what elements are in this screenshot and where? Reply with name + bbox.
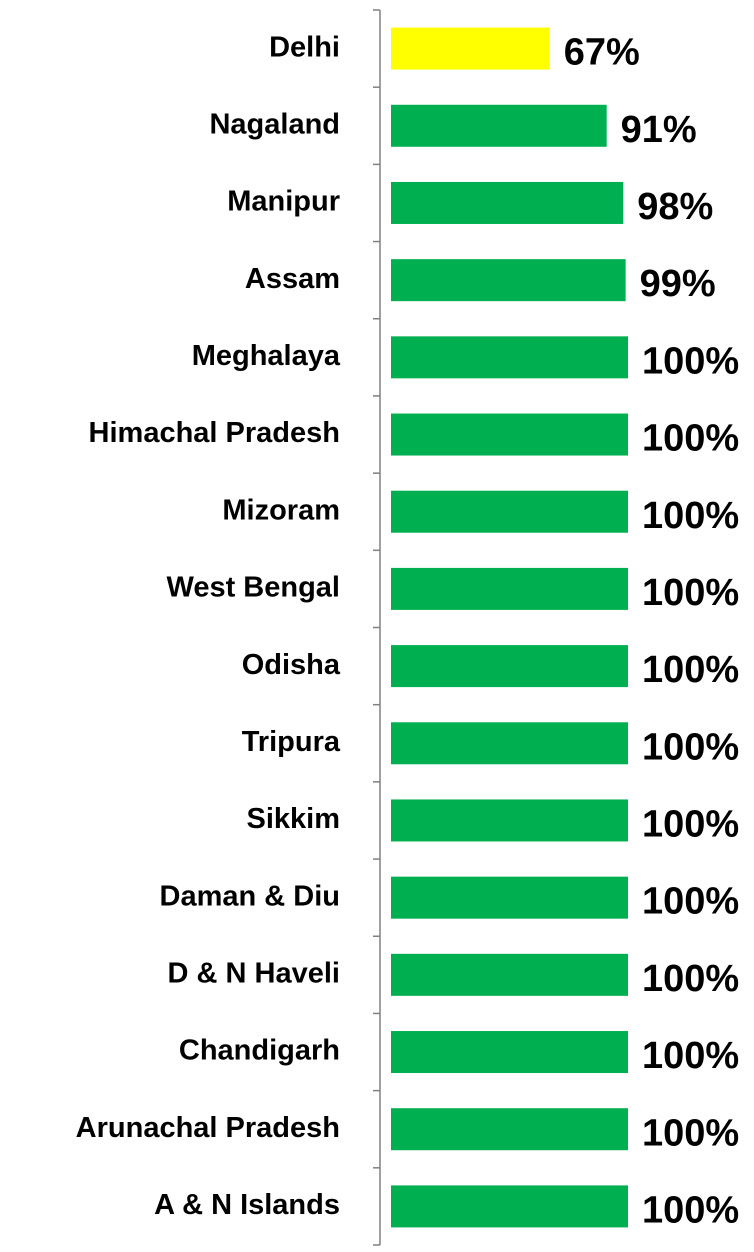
value-label: 100% — [642, 1035, 739, 1077]
bar — [391, 336, 628, 379]
bar — [391, 27, 550, 70]
value-label: 100% — [642, 572, 739, 614]
category-label: Assam — [245, 263, 340, 295]
value-label: 100% — [642, 649, 739, 691]
value-label: 100% — [642, 1189, 739, 1231]
bar — [391, 1031, 628, 1074]
bar — [391, 645, 628, 688]
category-label: D & N Haveli — [168, 958, 340, 990]
bar — [391, 876, 628, 919]
bar — [391, 413, 628, 456]
bar — [391, 1108, 628, 1151]
bar — [391, 181, 624, 224]
bar — [391, 567, 628, 610]
category-label: Manipur — [227, 186, 340, 218]
value-label: 98% — [637, 186, 713, 228]
bar — [391, 104, 607, 147]
value-label: 91% — [621, 109, 697, 151]
category-label: Chandigarh — [179, 1035, 340, 1067]
category-label: Delhi — [269, 31, 340, 63]
category-label: Mizoram — [222, 494, 340, 526]
category-label: Sikkim — [247, 803, 341, 835]
bar — [391, 953, 628, 996]
category-label: West Bengal — [166, 572, 340, 604]
category-label: Arunachal Pradesh — [76, 1112, 340, 1144]
category-label: Tripura — [242, 726, 341, 758]
bar — [391, 722, 628, 765]
value-label: 100% — [642, 340, 739, 382]
bar — [391, 799, 628, 842]
value-label: 100% — [642, 958, 739, 1000]
category-label: Daman & Diu — [160, 880, 340, 912]
value-label: 67% — [564, 32, 640, 74]
value-label: 100% — [642, 726, 739, 768]
value-label: 100% — [642, 804, 739, 846]
category-label: Himachal Pradesh — [89, 417, 340, 449]
bar — [391, 1185, 628, 1228]
bar — [391, 259, 626, 302]
category-label: A & N Islands — [154, 1189, 340, 1221]
bar — [391, 490, 628, 533]
category-label: Odisha — [242, 649, 341, 681]
value-label: 100% — [642, 495, 739, 537]
category-label: Nagaland — [209, 108, 340, 140]
value-label: 100% — [642, 1112, 739, 1154]
value-label: 100% — [642, 881, 739, 923]
category-label: Meghalaya — [192, 340, 341, 372]
value-label: 100% — [642, 418, 739, 460]
value-label: 99% — [640, 263, 716, 305]
